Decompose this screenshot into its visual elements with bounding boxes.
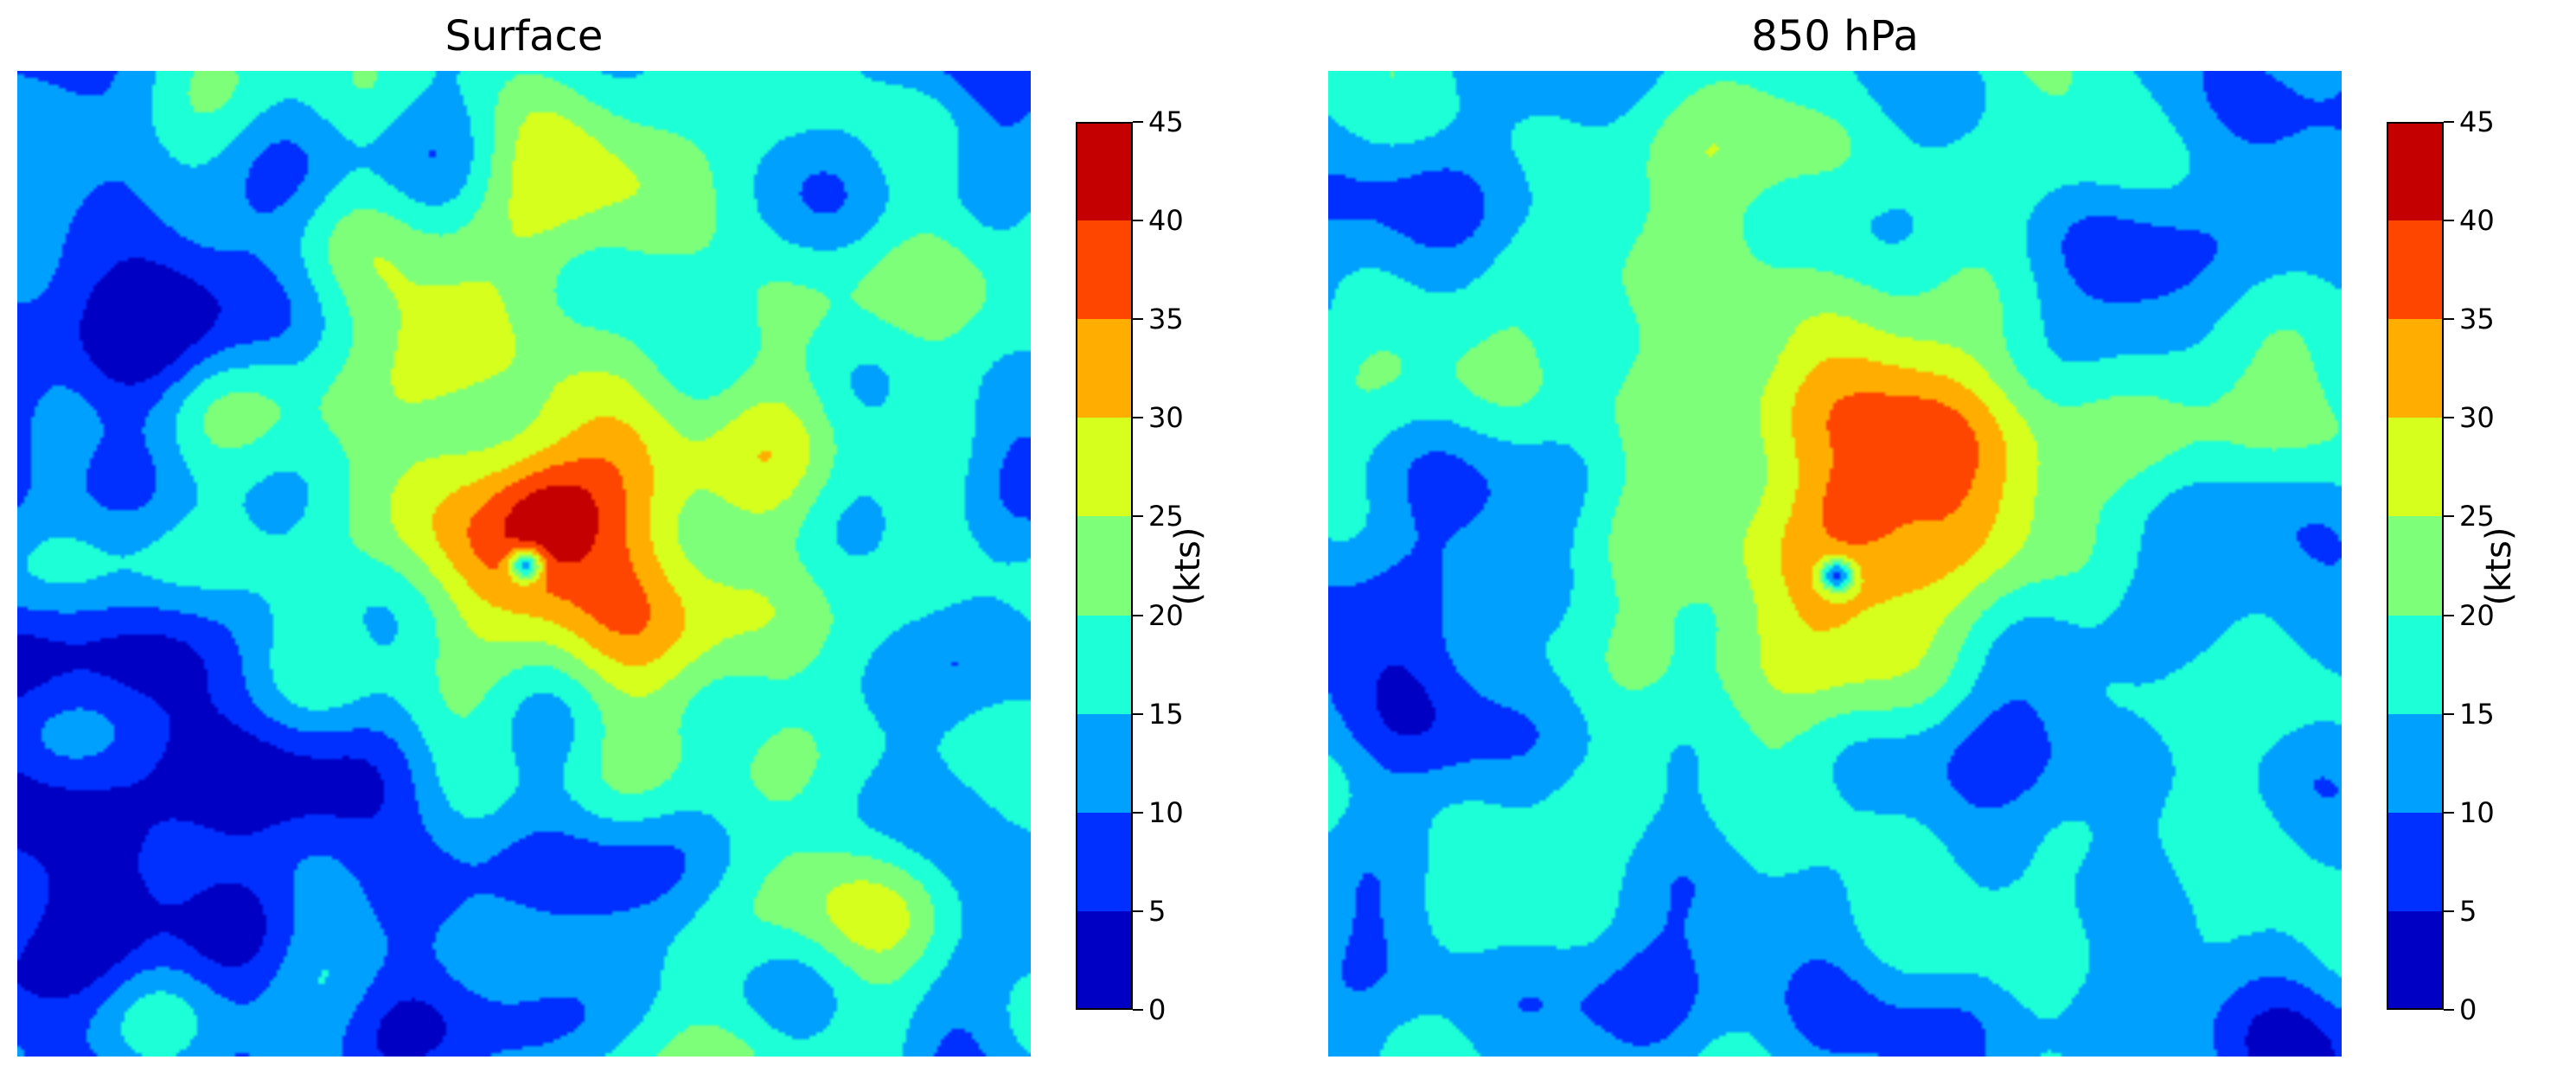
colorbar-tick-label: 10: [2459, 795, 2495, 829]
850hpa-title: 850 hPa: [1751, 12, 1919, 61]
surface-panel: Surface 0 5 10 15 20 25 30 35 40 45 (kts): [0, 0, 1280, 1079]
850hpa-colorbar: 0 5 10 15 20 25 30 35 40 45: [2387, 106, 2495, 1025]
colorbar-tick-mark: [2444, 318, 2454, 321]
colorbar-band-35-40: [1076, 220, 1133, 320]
colorbar-tick-mark: [1133, 515, 1143, 518]
850hpa-colorbar-label: (kts): [2479, 527, 2519, 606]
colorbar-band-5-10: [1076, 812, 1133, 911]
colorbar-band-20-25: [2387, 516, 2444, 616]
colorbar-band-40-45: [2387, 122, 2444, 221]
colorbar-tick-mark: [1133, 318, 1143, 321]
colorbar-tick-label: 40: [1148, 204, 1184, 238]
colorbar-tick-label: 15: [1148, 697, 1184, 731]
colorbar-band-0-5: [1076, 910, 1133, 1010]
surface-wind-field: [17, 71, 1031, 1057]
colorbar-tick-mark: [2444, 910, 2454, 912]
colorbar-band-15-20: [2387, 615, 2444, 714]
colorbar-band-25-30: [1076, 418, 1133, 517]
colorbar-tick-label: 15: [2459, 697, 2495, 731]
colorbar-tick-mark: [2444, 220, 2454, 222]
colorbar-tick-label: 20: [1148, 598, 1184, 632]
colorbar-tick-label: 10: [1148, 795, 1184, 829]
colorbar-tick-label: 45: [2459, 105, 2495, 138]
colorbar-band-15-20: [1076, 615, 1133, 714]
colorbar-tick-mark: [2444, 1009, 2454, 1011]
colorbar-tick-label: 25: [1148, 500, 1184, 533]
colorbar-tick-label: 35: [2459, 303, 2495, 336]
colorbar-tick-mark: [1133, 1009, 1143, 1011]
surface-colorbar-label: (kts): [1168, 527, 1208, 606]
colorbar-band-30-35: [2387, 319, 2444, 418]
colorbar-tick-mark: [1133, 417, 1143, 419]
colorbar-tick-mark: [2444, 515, 2454, 518]
colorbar-tick-label: 5: [1148, 894, 1167, 928]
colorbar-band-30-35: [1076, 319, 1133, 418]
colorbar-tick-mark: [2444, 712, 2454, 715]
surface-colorbar: 0 5 10 15 20 25 30 35 40 45: [1076, 106, 1184, 1025]
colorbar-band-10-15: [1076, 713, 1133, 813]
colorbar-tick-mark: [1133, 910, 1143, 912]
colorbar-band-35-40: [2387, 220, 2444, 320]
colorbar-band-10-15: [2387, 713, 2444, 813]
colorbar-band-5-10: [2387, 812, 2444, 911]
colorbar-tick-label: 30: [1148, 401, 1184, 435]
surface-title: Surface: [444, 12, 604, 61]
colorbar-tick-mark: [2444, 614, 2454, 616]
colorbar-tick-mark: [1133, 220, 1143, 222]
colorbar-tick-label: 35: [1148, 303, 1184, 336]
colorbar-tick-mark: [1133, 614, 1143, 616]
colorbar-tick-label: 0: [1148, 993, 1167, 1026]
colorbar-tick-mark: [1133, 811, 1143, 814]
colorbar-band-40-45: [1076, 122, 1133, 221]
colorbar-band-25-30: [2387, 418, 2444, 517]
colorbar-band-20-25: [1076, 516, 1133, 616]
850hpa-wind-field: [1328, 71, 2342, 1057]
colorbar-tick-mark: [1133, 121, 1143, 123]
colorbar-tick-label: 40: [2459, 204, 2495, 238]
colorbar-tick-label: 0: [2459, 993, 2477, 1026]
850hpa-panel: 850 hPa 0 5 10 15 20 25 30 35 40 45 (kts): [1311, 0, 2576, 1079]
colorbar-tick-label: 30: [2459, 401, 2495, 435]
colorbar-tick-label: 25: [2459, 500, 2495, 533]
colorbar-tick-mark: [1133, 712, 1143, 715]
colorbar-tick-label: 5: [2459, 894, 2477, 928]
colorbar-tick-label: 45: [1148, 105, 1184, 138]
colorbar-tick-mark: [2444, 811, 2454, 814]
colorbar-tick-mark: [2444, 417, 2454, 419]
colorbar-tick-label: 20: [2459, 598, 2495, 632]
colorbar-band-0-5: [2387, 910, 2444, 1010]
colorbar-tick-mark: [2444, 121, 2454, 123]
